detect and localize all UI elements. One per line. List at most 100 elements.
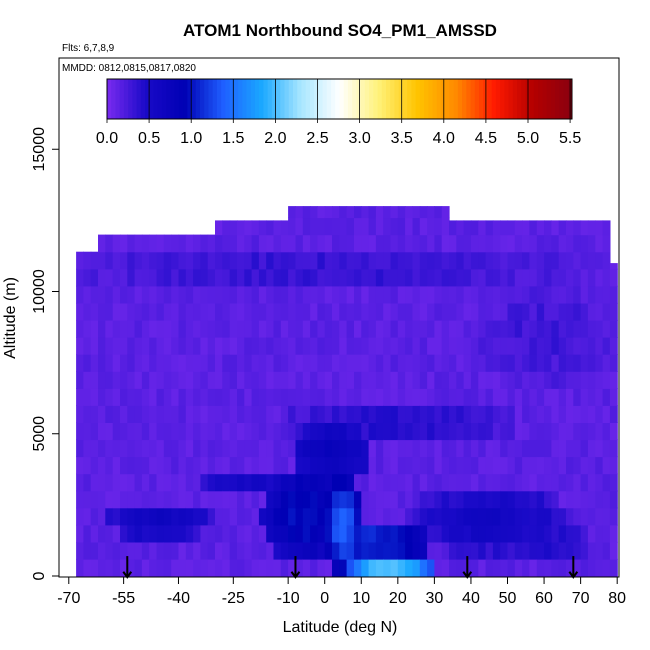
- heatmap-cell: [412, 405, 421, 423]
- heatmap-cell: [456, 422, 465, 441]
- heatmap-cell: [332, 217, 340, 236]
- heatmap-cell: [251, 354, 260, 372]
- heatmap-cell: [273, 388, 282, 406]
- heatmap-cell: [295, 507, 304, 526]
- heatmap-cell: [237, 234, 245, 253]
- heatmap-cell: [310, 302, 318, 321]
- x-tick-label: 40: [462, 590, 480, 607]
- heatmap-cell: [90, 524, 99, 543]
- colorbar-segment: [411, 79, 417, 119]
- heatmap-cell: [368, 439, 377, 458]
- heatmap-cell: [90, 251, 99, 270]
- colorbar-segment: [204, 79, 209, 119]
- colorbar-segment: [128, 79, 133, 119]
- heatmap-cell: [580, 234, 589, 253]
- heatmap-cell: [229, 251, 238, 270]
- heatmap-cell: [156, 524, 165, 543]
- heatmap-cell: [207, 524, 216, 543]
- heatmap-cell: [449, 371, 457, 389]
- heatmap-cell: [244, 541, 253, 560]
- heatmap-cell: [434, 268, 443, 287]
- heatmap-cell: [339, 507, 348, 526]
- heatmap-cell: [573, 439, 582, 458]
- heatmap-cell: [544, 319, 552, 338]
- heatmap-cell: [237, 507, 245, 526]
- heatmap-cell: [390, 268, 399, 287]
- heatmap-cell: [185, 422, 194, 441]
- heatmap-cell: [375, 405, 384, 423]
- heatmap-cell: [405, 285, 413, 304]
- heatmap-cell: [427, 422, 435, 441]
- heatmap-cell: [222, 234, 231, 253]
- heatmap-cell: [310, 319, 318, 338]
- heatmap-cell: [434, 354, 443, 372]
- heatmap-cell: [134, 354, 143, 372]
- heatmap-cell: [595, 524, 604, 543]
- heatmap-cell: [507, 354, 516, 372]
- heatmap-cell: [383, 302, 392, 321]
- heatmap-cell: [98, 490, 106, 509]
- colorbar-segment: [293, 79, 298, 119]
- heatmap-cell: [215, 405, 223, 423]
- heatmap-cell: [244, 558, 253, 577]
- heatmap-cell: [266, 558, 275, 577]
- heatmap-cell: [405, 405, 413, 423]
- heatmap-cell: [200, 354, 209, 372]
- heatmap-cell: [273, 302, 282, 321]
- heatmap-cell: [390, 558, 399, 577]
- heatmap-cell: [390, 422, 399, 441]
- heatmap-cell: [332, 558, 340, 577]
- heatmap-cell: [178, 490, 187, 509]
- heatmap-cell: [419, 490, 428, 509]
- heatmap-cell: [141, 388, 150, 406]
- heatmap-cell: [522, 558, 530, 577]
- heatmap-cell: [185, 251, 194, 270]
- heatmap-cell: [149, 285, 158, 304]
- heatmap-cell: [339, 251, 348, 270]
- heatmap-cell: [580, 473, 589, 492]
- heatmap-cell: [317, 388, 326, 406]
- heatmap-cell: [456, 337, 465, 355]
- heatmap-cell: [566, 319, 574, 338]
- heatmap-cell: [120, 439, 128, 458]
- heatmap-cell: [412, 541, 421, 560]
- heatmap-cell: [273, 319, 282, 338]
- heatmap-cell: [412, 319, 421, 338]
- heatmap-cell: [456, 507, 465, 526]
- colorbar-tick-label: 2.0: [264, 130, 286, 147]
- heatmap-cell: [185, 354, 194, 372]
- heatmap-cell: [514, 439, 523, 458]
- heatmap-cell: [427, 473, 435, 492]
- heatmap-cell: [200, 268, 209, 287]
- heatmap-cell: [339, 541, 348, 560]
- heatmap-cell: [90, 268, 99, 287]
- heatmap-cell: [222, 337, 231, 355]
- heatmap-cell: [602, 507, 611, 526]
- heatmap-cell: [405, 422, 413, 441]
- heatmap-cell: [397, 354, 406, 372]
- heatmap-cell: [449, 524, 457, 543]
- heatmap-cell: [573, 268, 582, 287]
- heatmap-cell: [120, 388, 128, 406]
- heatmap-cell: [200, 319, 209, 338]
- heatmap-cell: [492, 268, 501, 287]
- heatmap-cell: [529, 388, 538, 406]
- heatmap-cell: [514, 302, 523, 321]
- heatmap-cell: [485, 302, 494, 321]
- heatmap-cell: [361, 206, 370, 219]
- heatmap-cell: [302, 405, 311, 423]
- heatmap-cell: [390, 206, 399, 219]
- heatmap-cell: [266, 473, 275, 492]
- heatmap-cell: [529, 524, 538, 543]
- heatmap-cell: [368, 354, 377, 372]
- heatmap-cell: [522, 473, 530, 492]
- heatmap-cell: [76, 319, 84, 338]
- heatmap-cell: [470, 558, 479, 577]
- heatmap-cell: [470, 422, 479, 441]
- heatmap-cell: [383, 473, 392, 492]
- heatmap-cell: [441, 234, 450, 253]
- heatmap-cell: [156, 507, 165, 526]
- heatmap-cell: [390, 541, 399, 560]
- heatmap-cell: [470, 524, 479, 543]
- heatmap-cell: [470, 234, 479, 253]
